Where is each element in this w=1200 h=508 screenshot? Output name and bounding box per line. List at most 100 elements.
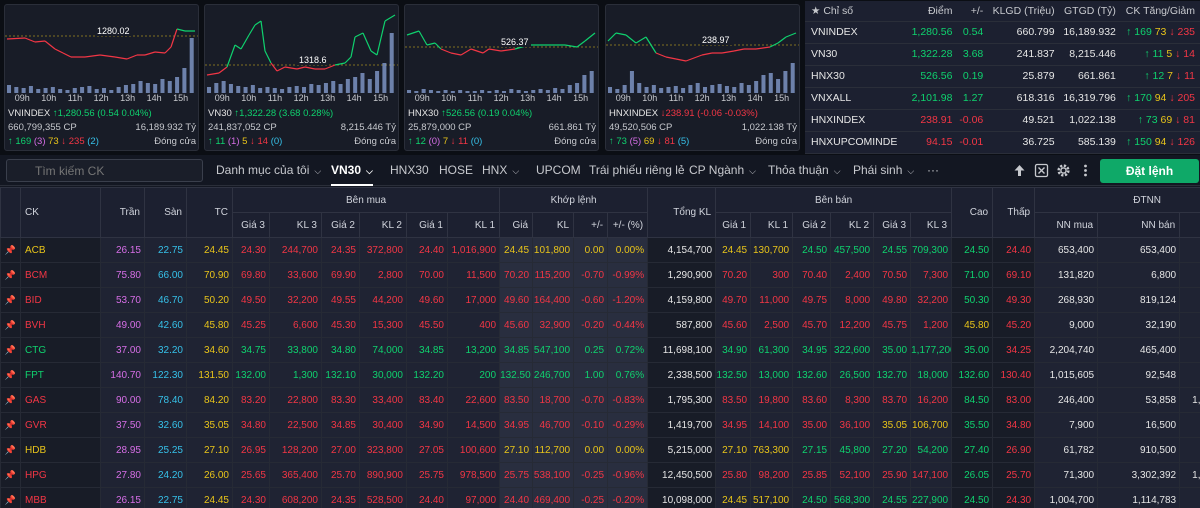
pin-icon[interactable]: 📌 xyxy=(0,262,21,288)
excel-icon[interactable] xyxy=(1034,163,1049,178)
stock-row-gvr[interactable]: 📌 GVR 37.50 32.60 35.05 34.80 22,500 34.85 30,40… xyxy=(0,412,1200,438)
tab-vn30[interactable]: VN30 ⌵ xyxy=(331,155,373,186)
arrow-up-icon[interactable] xyxy=(1012,163,1027,178)
foreign-room: 727,244,131 xyxy=(1179,287,1200,313)
tab-thỏa-thuận[interactable]: Thỏa thuận ⌵ xyxy=(768,155,841,186)
pin-icon[interactable]: 📌 xyxy=(0,312,21,338)
index-row[interactable]: VNXALL 2,101.98 1.27 618.316 16,319.796 ↑ 170… xyxy=(805,87,1200,110)
symbol[interactable]: CTG xyxy=(20,337,101,363)
mini-chart-hnxindex[interactable]: 238.97 09h 10h 11h 12h 13h 14h 15h HNXINDEX ↓238… xyxy=(605,4,800,151)
unchanged: 69 xyxy=(1160,114,1176,126)
index-row[interactable]: HNXINDEX 238.91 -0.06 49.521 1,022.138 ↑ 73 6… xyxy=(805,109,1200,132)
match-price: 24.40 xyxy=(499,487,534,508)
pin-icon[interactable]: 📌 xyxy=(0,412,21,438)
foreign-buy: 268,930 xyxy=(1034,287,1099,313)
index-line-segment xyxy=(260,20,266,52)
match-change-pct: 0.72% xyxy=(607,337,649,363)
match-price: 25.75 xyxy=(499,462,534,488)
col-mc: +/- xyxy=(573,212,609,238)
stock-row-mbb[interactable]: 📌 MBB 26.15 22.75 24.45 24.30 608,200 24.35 528,… xyxy=(0,487,1200,508)
stock-row-ctg[interactable]: 📌 CTG 37.00 32.20 34.60 34.75 33,800 34.80 74,00… xyxy=(0,337,1200,363)
pin-icon[interactable]: 📌 xyxy=(0,437,21,463)
more-vertical-icon[interactable] xyxy=(1078,163,1093,178)
stock-row-hpg[interactable]: 📌 HPG 27.80 24.20 26.00 25.65 365,400 25.70 890,… xyxy=(0,462,1200,488)
symbol[interactable]: BVH xyxy=(20,312,101,338)
tab-hnx[interactable]: HNX ⌵ xyxy=(482,155,519,186)
stock-row-acb[interactable]: 📌 ACB 26.15 22.75 24.45 24.30 244,700 24.35 372,… xyxy=(0,237,1200,263)
volume-bar xyxy=(14,87,19,93)
match-change: -0.10 xyxy=(573,412,609,438)
more-tabs-icon[interactable]: ··· xyxy=(927,163,939,177)
tab-cp-ngành[interactable]: CP Ngành ⌵ xyxy=(689,155,756,186)
symbol[interactable]: GVR xyxy=(20,412,101,438)
symbol[interactable]: BID xyxy=(20,287,101,313)
volume-bar xyxy=(353,77,358,93)
stock-row-gas[interactable]: 📌 GAS 90.00 78.40 84.20 83.20 22,800 83.30 33,40… xyxy=(0,387,1200,413)
volume-bar xyxy=(768,73,773,93)
index-line-segment xyxy=(564,44,578,48)
volume-bar xyxy=(776,79,781,93)
ask1-vol: 517,100 xyxy=(750,487,794,508)
symbol[interactable]: ACB xyxy=(20,237,101,263)
symbol[interactable]: MBB xyxy=(20,487,101,508)
tab-phái-sinh[interactable]: Phái sinh ⌵ xyxy=(853,155,914,186)
index-row[interactable]: VN30 1,322.28 3.68 241.837 8,215.446 ↑ 11 5 ↓… xyxy=(805,43,1200,66)
mini-chart-hnx30[interactable]: 526.37 09h 10h 11h 12h 13h 14h 15h HNX30 ↑526.56… xyxy=(404,4,599,151)
index-line-segment xyxy=(755,46,771,50)
index-line-segment xyxy=(154,51,166,54)
stock-row-bcm[interactable]: 📌 BCM 75.80 66.00 70.90 69.80 33,600 69.90 2,800… xyxy=(0,262,1200,288)
index-name: HNX30 xyxy=(408,108,442,119)
foreign-sell: 1,114,783 xyxy=(1097,487,1181,508)
pin-icon[interactable]: 📌 xyxy=(0,487,21,508)
volume-bar xyxy=(407,90,412,93)
ask3-vol: 7,300 xyxy=(910,262,953,288)
index-line-segment xyxy=(607,32,617,42)
pin-icon[interactable]: 📌 xyxy=(0,362,21,388)
col-ceil: Trần xyxy=(100,187,145,238)
index-value: 16,189.932 xyxy=(1059,21,1121,44)
high-price: 24.50 xyxy=(951,487,994,508)
mini-chart-vnindex[interactable]: 1280.02 09h 10h 11h 12h 13h 14h 15h VNINDEX ↑1,2… xyxy=(4,4,199,151)
index-line-segment xyxy=(434,42,442,50)
time-label: 10h xyxy=(441,93,457,103)
tab-trái-phiếu-riêng-lẻ[interactable]: Trái phiếu riêng lẻ xyxy=(589,155,685,186)
search-input[interactable] xyxy=(6,159,203,182)
advancers-count: ↑ 12 xyxy=(408,136,429,147)
symbol[interactable]: FPT xyxy=(20,362,101,388)
symbol[interactable]: HPG xyxy=(20,462,101,488)
symbol[interactable]: HDB xyxy=(20,437,101,463)
volume-bar xyxy=(72,88,77,93)
total-volume: 4,159,800 xyxy=(647,287,717,313)
pin-icon[interactable]: 📌 xyxy=(0,237,21,263)
stock-row-bid[interactable]: 📌 BID 53.70 46.70 50.20 49.50 32,200 49.55 44,20… xyxy=(0,287,1200,313)
symbol[interactable]: BCM xyxy=(20,262,101,288)
reference-value-label: 1280.02 xyxy=(95,26,132,36)
volume-bar xyxy=(309,84,314,93)
gear-icon[interactable] xyxy=(1056,163,1071,178)
unchanged-count: 73 xyxy=(48,136,62,147)
pin-icon[interactable]: 📌 xyxy=(0,337,21,363)
pin-icon[interactable]: 📌 xyxy=(0,387,21,413)
mini-chart-vn30[interactable]: 1318.6 09h 10h 11h 12h 13h 14h 15h VN30 ↑1,322.2… xyxy=(204,4,399,151)
index-row[interactable]: VNINDEX 1,280.56 0.54 660.799 16,189.932 ↑ 16… xyxy=(805,21,1200,44)
stock-row-hdb[interactable]: 📌 HDB 28.95 25.25 27.10 26.95 128,200 27.00 323,… xyxy=(0,437,1200,463)
index-line-1: VN30 ↑1,322.28 (3.68 0.28%) xyxy=(208,108,396,121)
advancers-count: ↑ 11 xyxy=(208,136,228,147)
index-row[interactable]: HNXUPCOMINDE 94.15 -0.01 36.725 585.139 ↑ 150… xyxy=(805,131,1200,154)
ask2-price: 27.15 xyxy=(792,437,832,463)
tab-hose[interactable]: HOSE xyxy=(439,155,473,186)
symbol[interactable]: GAS xyxy=(20,387,101,413)
pin-icon[interactable]: 📌 xyxy=(0,462,21,488)
pin-icon[interactable]: 📌 xyxy=(0,287,21,313)
ceil-price: 37.50 xyxy=(100,412,145,438)
tab-upcom[interactable]: UPCOM xyxy=(536,155,581,186)
index-row[interactable]: HNX30 526.56 0.19 25.879 661.861 ↑ 12 7 ↓ 11 xyxy=(805,65,1200,88)
tab-hnx30[interactable]: HNX30 xyxy=(390,155,429,186)
stock-row-fpt[interactable]: 📌 FPT 140.70 122.30 131.50 132.00 1,300 132.10 3… xyxy=(0,362,1200,388)
ask3-vol: 16,200 xyxy=(910,387,953,413)
tab-danh-mục-của-tôi[interactable]: Danh mục của tôi ⌵ xyxy=(216,155,321,186)
index-line-segment xyxy=(248,24,256,36)
place-order-button[interactable]: Đặt lệnh xyxy=(1100,159,1199,183)
stock-row-bvh[interactable]: 📌 BVH 49.00 42.60 45.80 45.25 6,600 45.30 15,300… xyxy=(0,312,1200,338)
volume-bar xyxy=(761,75,766,93)
